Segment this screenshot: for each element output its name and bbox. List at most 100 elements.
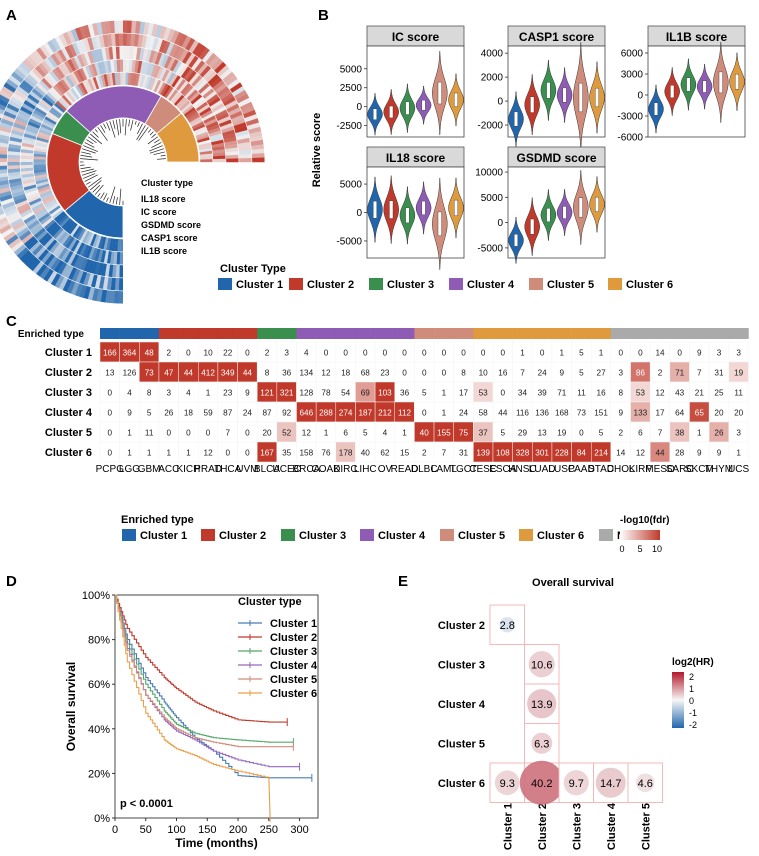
cell-value: 53 [479, 389, 489, 398]
x-tick-label: 150 [198, 824, 216, 836]
cell-value: 12 [302, 429, 312, 438]
cell-value: 1 [147, 449, 152, 458]
dendrogram-branch [86, 181, 91, 185]
column-label: SARC [666, 464, 694, 475]
legend-swatch [449, 278, 463, 290]
cluster-legend-title: Cluster Type [220, 263, 286, 275]
heatmap-cell [87, 78, 95, 92]
heatmap-cell [29, 258, 41, 272]
cell-value: 71 [675, 369, 685, 378]
heatmap-cell [175, 47, 186, 61]
hr-tick: 0 [689, 696, 694, 706]
cell-value: 59 [204, 409, 214, 418]
violin-box [686, 77, 691, 92]
heatmap-cell [59, 96, 71, 108]
plot-frame [366, 45, 465, 138]
heatmap-cell [202, 68, 215, 81]
heatmap-cell [95, 235, 102, 249]
heatmap-cell [76, 69, 85, 82]
cell-value: 26 [714, 429, 724, 438]
heatmap-cell [79, 82, 89, 95]
violin-box [562, 87, 567, 103]
heatmap-cell [7, 165, 21, 170]
heatmap-cell [16, 64, 30, 77]
heatmap-cell [23, 133, 37, 140]
panel-label-d: D [6, 573, 17, 590]
heatmap-cell [238, 149, 252, 155]
heatmap-cell [70, 224, 80, 237]
heatmap-cell [54, 245, 66, 258]
cell-value: 47 [164, 369, 174, 378]
heatmap-cell [8, 143, 22, 150]
heatmap-cell [139, 61, 146, 75]
heatmap-cell [236, 133, 250, 141]
heatmap-cell [83, 51, 92, 66]
cell-value: 214 [594, 449, 608, 458]
heatmap-cell [142, 61, 149, 75]
cell-value: 0 [186, 429, 191, 438]
heatmap-cell [1, 85, 15, 97]
enriched-band [669, 328, 690, 339]
cell-value: 1 [402, 429, 407, 438]
cell-value: 35 [282, 449, 292, 458]
cell-value: 2 [618, 429, 623, 438]
heatmap-cell [212, 149, 226, 154]
heatmap-cell [37, 131, 51, 139]
enriched-band [532, 328, 553, 339]
panel-label-e: E [398, 573, 408, 590]
heatmap-cell [4, 207, 19, 217]
heatmap-cell [155, 24, 163, 39]
heatmap-cell [34, 142, 48, 148]
heatmap-cell [40, 251, 52, 264]
cell-value: 2 [265, 349, 270, 358]
heatmap-cell [166, 57, 176, 71]
heatmap-cell [200, 85, 213, 97]
column-label: THYM [705, 464, 733, 475]
heatmap-cell [728, 441, 749, 463]
heatmap-cell [9, 181, 23, 188]
dendrogram-branch [81, 148, 96, 154]
heatmap-cell [24, 130, 38, 137]
cell-value: 4 [186, 389, 191, 398]
heatmap-cell [41, 60, 53, 73]
heatmap-cell [54, 229, 66, 242]
heatmap-cell [223, 136, 237, 143]
heatmap-cell [80, 53, 89, 67]
heatmap-cell [36, 136, 50, 143]
heatmap-cell [21, 175, 35, 182]
heatmap-cell [202, 88, 215, 100]
y-tick-label: 100% [82, 590, 110, 602]
cell-value: 167 [260, 449, 274, 458]
heatmap-cell [79, 243, 88, 257]
survival-curve [115, 594, 312, 779]
heatmap-cell [28, 197, 42, 206]
enriched-band [217, 328, 238, 339]
heatmap-cell [49, 241, 60, 254]
cell-value: 412 [201, 369, 215, 378]
cell-value: 12 [321, 369, 331, 378]
heatmap-cell [44, 116, 57, 125]
cell-value: 48 [145, 349, 155, 358]
y-tick-label: 10000 [475, 168, 503, 179]
heatmap-cell [92, 76, 100, 90]
heatmap-cell [64, 60, 74, 74]
hr-tick: 1 [689, 684, 694, 694]
heatmap-cell [0, 212, 7, 220]
heatmap-cell [178, 64, 189, 77]
cell-value: 0 [579, 429, 584, 438]
heatmap-cell [46, 91, 58, 103]
heatmap-cell [74, 84, 84, 97]
heatmap-cell [43, 219, 56, 230]
heatmap-cell [61, 218, 73, 230]
heatmap-cell [113, 290, 119, 304]
row-label: Cluster 4 [45, 407, 93, 419]
heatmap-cell [7, 158, 21, 162]
cell-value: 7 [658, 429, 663, 438]
row-label: Cluster 3 [438, 659, 485, 671]
cell-value: 5 [579, 369, 584, 378]
dendrogram-branch [86, 139, 94, 145]
heatmap-cell [158, 67, 167, 81]
heatmap-cell [19, 106, 33, 116]
heatmap-cell [247, 126, 262, 135]
heatmap-cell [55, 212, 67, 224]
